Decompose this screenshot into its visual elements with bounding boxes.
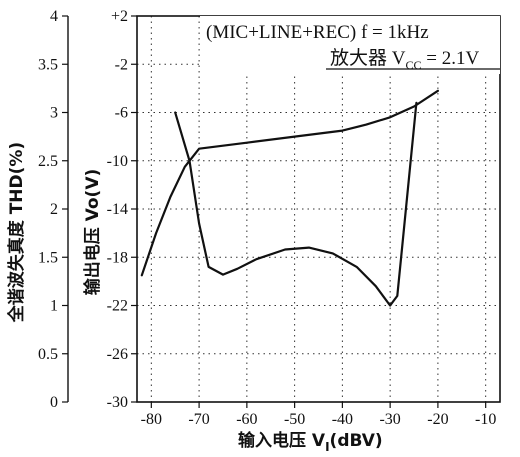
annotation-box	[200, 16, 500, 74]
y-right-tick-label: +2	[111, 8, 128, 25]
y-right-tick-label: -2	[115, 56, 128, 73]
annotation-line-1: (MIC+LINE+REC) f = 1kHz	[206, 22, 429, 43]
y-left-tick-label: 0	[50, 394, 58, 411]
annotation-line-2: 放大器 VCC = 2.1V	[330, 47, 479, 72]
y-right-tick-label: -6	[115, 105, 128, 122]
tick-labels: 0 0.5 1 1.5 2 2.5 3 3.5 4 -30 -26 -22 -18 -14 -10 -6 -2 +…	[38, 8, 496, 428]
output-voltage-series-line	[140, 89, 439, 277]
thd-series-line	[174, 101, 418, 307]
y-left-tick-label: 2	[50, 201, 58, 218]
y-right-tick-label: -14	[107, 201, 128, 218]
y-right-tick-label: -18	[107, 249, 128, 266]
x-tick-label: -20	[427, 411, 448, 428]
x-tick-label: -70	[188, 411, 209, 428]
y-right-tick-label: -30	[107, 394, 128, 411]
y-right-tick-label: -22	[107, 298, 128, 315]
y-right-tick-label: -10	[107, 153, 128, 170]
x-axis-title: 输入电压 VI(dBV)	[238, 430, 383, 454]
x-tick-label: -40	[332, 411, 353, 428]
x-tick-label: -60	[236, 411, 257, 428]
y-right-tick-label: -26	[107, 346, 128, 363]
y-left-tick-label: 0.5	[38, 346, 58, 363]
x-tick-label: -50	[284, 411, 305, 428]
x-tick-label: -80	[141, 411, 162, 428]
y-left-tick-label: 3	[50, 105, 58, 122]
x-tick-label: -30	[379, 411, 400, 428]
series-layer	[140, 89, 439, 307]
x-tick-label: -10	[475, 411, 496, 428]
y-left-tick-label: 1.5	[38, 249, 58, 266]
y-left-tick-label: 2.5	[38, 153, 58, 170]
y-left-tick-label: 3.5	[38, 56, 58, 73]
y-left-axis-title: 全谐波失真度 THD(%)	[6, 142, 27, 323]
y-left-tick-label: 4	[50, 8, 58, 25]
y-right-axis-title: 输出电压 Vo(V)	[82, 169, 103, 296]
y-left-tick-label: 1	[50, 298, 58, 315]
